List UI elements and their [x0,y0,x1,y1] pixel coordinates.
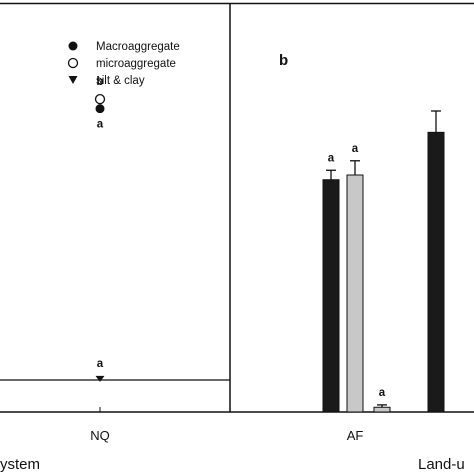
point-microaggregate [94,94,106,105]
panel-b-bars: a a a [322,110,445,413]
legend-label-silt-clay: silt & clay [96,75,145,87]
legend-label-microaggregate: microaggregate [96,58,176,70]
panel-b-x-axis-title: Land-u [418,456,465,473]
panel-a: NQ ystem Macroaggregate microaggregate s… [0,2,231,473]
point-label-silt-clay: a [97,358,104,370]
bar-macroaggregate-AF [322,179,340,413]
legend-marker-microaggregate [67,57,79,69]
panel-b-x-tick-label: AF [347,428,364,443]
bar-silt-clay-AF [373,406,391,413]
panel-a-x-tick-label: NQ [90,428,110,443]
legend-label-macroaggregate: Macroaggregate [96,41,180,53]
bar-label-macroaggregate: a [328,152,335,164]
bar-label-silt-clay: a [379,387,386,399]
bar-microaggregate-AF [346,174,364,413]
bar-macroaggregate-group1 [427,131,445,413]
point-label-microaggregate: b [96,76,103,88]
panel-a-x-axis-title: ystem [0,456,40,473]
point-macroaggregate [95,104,105,114]
panel-b: b AF Land-u a a a [230,2,474,473]
legend-marker-macroaggregate [68,41,78,51]
legend-marker-silt-clay [68,76,78,84]
point-silt-clay [95,375,105,382]
panel-a-points: a b a [94,76,106,382]
bar-label-microaggregate: a [352,143,359,155]
panel-b-letter: b [279,52,288,69]
point-label-macroaggregate: a [97,119,104,131]
legend: Macroaggregate microaggregate silt & cla… [67,41,180,87]
